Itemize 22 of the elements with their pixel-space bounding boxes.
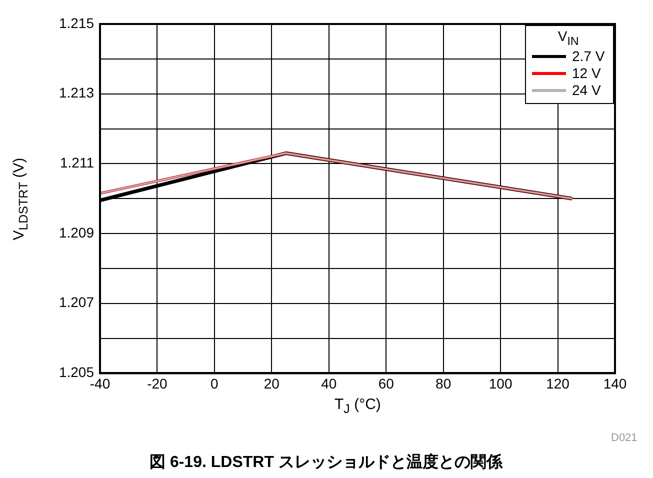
- x-tick-label: 120: [546, 375, 570, 392]
- x-tick-label: 60: [378, 375, 394, 392]
- legend-label: 2.7 V: [572, 48, 605, 64]
- y-tick-label: 1.205: [58, 364, 94, 380]
- x-tick-label: 40: [321, 375, 337, 392]
- legend-label: 12 V: [572, 65, 601, 82]
- x-tick-label: 140: [603, 375, 627, 392]
- x-tick-label: 100: [488, 375, 512, 392]
- legend-title: V$_{IN}$: [556, 28, 580, 48]
- x-tick-label: 80: [436, 375, 452, 392]
- text: 図 6-19. LDSTRT スレッショルドと温度との関係: [150, 452, 502, 473]
- x-tick-label: 0: [210, 375, 219, 392]
- y-tick-label: 1.213: [58, 84, 94, 101]
- y-tick-label: 1.211: [60, 154, 94, 171]
- y-tick-label: 1.209: [58, 224, 94, 240]
- x-tick-label: 20: [264, 375, 280, 392]
- legend-label: 24 V: [572, 82, 601, 98]
- x-tick-label: -20: [147, 375, 168, 392]
- text: D021: [611, 432, 638, 444]
- x-axis-title: T$_{J}$ (°C): [334, 396, 381, 416]
- y-tick-label: 1.215: [58, 14, 94, 31]
- y-tick-label: 1.207: [58, 294, 94, 310]
